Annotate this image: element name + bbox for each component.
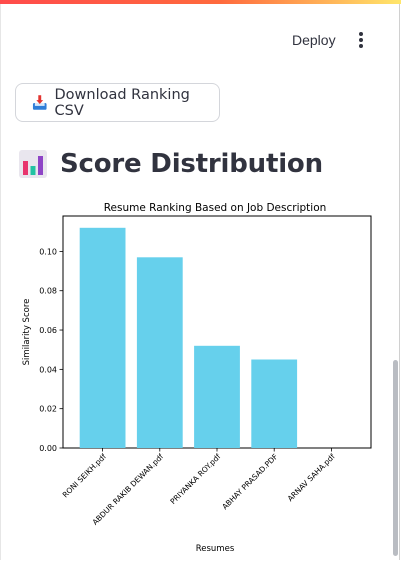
top-decoration-bar [0, 0, 401, 4]
x-axis-label: Resumes [196, 544, 235, 554]
bar-0 [80, 228, 126, 448]
bar-2 [194, 346, 240, 448]
x-tick-label: ARNAV SAHA.pdf [286, 452, 337, 503]
y-tick-label: 0.02 [39, 405, 57, 414]
y-tick-label: 0.00 [39, 444, 57, 453]
y-tick-label: 0.06 [39, 326, 57, 335]
section-heading: Score Distribution [18, 146, 323, 182]
y-tick-label: 0.08 [39, 287, 57, 296]
x-tick-label: ABHAY PRASAD.PDF [220, 452, 279, 511]
bar-3 [251, 360, 297, 449]
y-tick-label: 0.10 [39, 247, 57, 256]
download-button-label: Download Ranking CSV [55, 87, 220, 119]
deploy-button[interactable]: Deploy [286, 27, 342, 53]
y-tick-label: 0.04 [39, 365, 57, 374]
bar-1 [137, 257, 183, 448]
scrollbar-thumb[interactable] [393, 360, 398, 556]
score-distribution-chart: Resume Ranking Based on Job Description … [0, 196, 390, 558]
x-tick-label: RONI SEIKH.pdf [61, 452, 109, 500]
x-tick-label: PRIYANKA ROY.pdf [168, 452, 222, 506]
page-title: Score Distribution [60, 149, 323, 179]
download-ranking-csv-button[interactable]: Download Ranking CSV [15, 83, 220, 122]
bar-chart: Resume Ranking Based on Job Description … [0, 196, 390, 558]
inbox-tray-icon [31, 94, 49, 112]
more-vertical-icon[interactable] [353, 28, 369, 52]
bar-chart-icon [18, 149, 48, 179]
y-axis-label: Similarity Score [22, 299, 32, 366]
chart-title: Resume Ranking Based on Job Description [104, 202, 327, 214]
